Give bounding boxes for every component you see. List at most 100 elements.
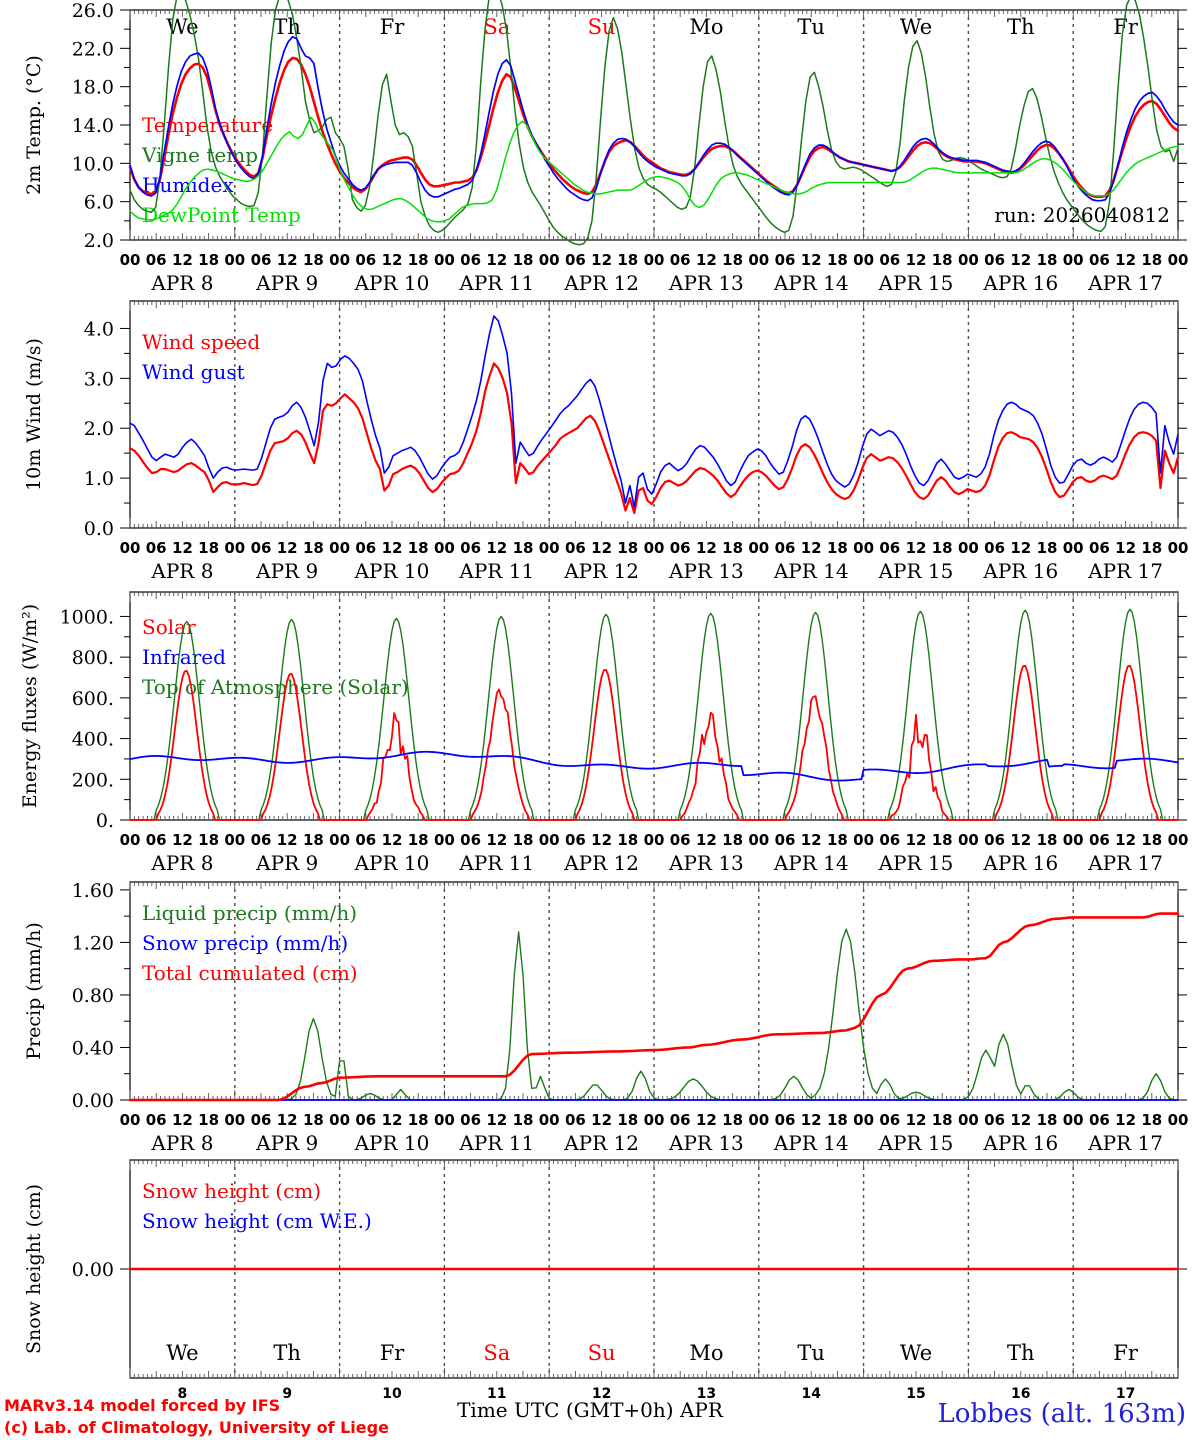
hour-tick-label: 12 <box>906 831 927 849</box>
hour-tick-label: 06 <box>355 831 376 849</box>
day-label: APR 9 <box>255 271 318 295</box>
hour-tick-label: 18 <box>513 251 534 269</box>
hour-tick-label: 12 <box>591 251 612 269</box>
curves-precip <box>128 912 1180 1102</box>
ytick-label-energy: 400. <box>72 729 114 751</box>
hour-tick-label: 00 <box>958 539 979 557</box>
ytick-label-energy: 0. <box>96 810 114 832</box>
day-label: APR 15 <box>878 1131 954 1155</box>
ytick-label-temperature: 22.0 <box>72 38 114 60</box>
day-number-label: 9 <box>282 1386 292 1402</box>
hour-tick-label: 12 <box>591 1111 612 1129</box>
day-label: APR 8 <box>150 1131 213 1155</box>
ytick-label-precip: 0.40 <box>72 1037 114 1059</box>
hour-tick-label: 06 <box>565 831 586 849</box>
yaxis-title-temperature: 2m Temp. (°C) <box>23 55 45 195</box>
ytick-label-wind: 0.0 <box>84 518 114 540</box>
run-label: run: 2026040812 <box>994 203 1170 227</box>
hour-tick-label: 00 <box>224 251 245 269</box>
hour-tick-label: 06 <box>879 831 900 849</box>
hour-tick-label: 00 <box>1168 831 1189 849</box>
day-label: APR 12 <box>563 1131 639 1155</box>
panel-snow: 0.00 Snow height (cm) We 8 Th 9 Fr 10 Sa 11 Su 12 Mo… <box>23 1159 1187 1402</box>
hour-tick-label: 00 <box>644 1111 665 1129</box>
hour-tick-label: 12 <box>277 251 298 269</box>
hour-tick-label: 00 <box>224 1111 245 1129</box>
ytick-label-wind: 2.0 <box>84 418 114 440</box>
ytick-label-wind: 1.0 <box>84 468 114 490</box>
hour-tick-label: 00 <box>434 539 455 557</box>
hour-tick-label: 06 <box>460 1111 481 1129</box>
hour-tick-label: 00 <box>1168 251 1189 269</box>
hour-tick-label: 06 <box>670 1111 691 1129</box>
footer-copyright-line: (c) Lab. of Climatology, University of L… <box>4 1418 389 1437</box>
hour-tick-label: 00 <box>748 251 769 269</box>
hour-tick-label: 18 <box>722 539 743 557</box>
day-label: APR 13 <box>668 851 744 875</box>
dow-label-bottom: Fr <box>1113 1341 1139 1365</box>
series-line <box>129 928 1179 1101</box>
hour-tick-label: 12 <box>382 831 403 849</box>
hour-tick-label: 00 <box>434 251 455 269</box>
dow-label-bottom: We <box>900 1341 932 1365</box>
hour-tick-label: 18 <box>1037 1111 1058 1129</box>
hour-tick-label: 06 <box>1089 831 1110 849</box>
dow-label-bottom: Su <box>588 1341 616 1365</box>
day-label: APR 17 <box>1087 271 1163 295</box>
hour-tick-label: 12 <box>696 251 717 269</box>
ytick-label-temperature: 26.0 <box>72 0 114 22</box>
day-label: APR 16 <box>982 271 1058 295</box>
dow-label-top: Su <box>588 15 616 39</box>
legend-snow-1: Snow height (cm W.E.) <box>142 1209 372 1233</box>
hour-tick-label: 12 <box>1010 831 1031 849</box>
hour-tick-label: 12 <box>1010 539 1031 557</box>
hour-tick-label: 18 <box>827 251 848 269</box>
hour-tick-label: 06 <box>460 251 481 269</box>
hour-tick-label: 12 <box>696 1111 717 1129</box>
hour-tick-label: 18 <box>617 831 638 849</box>
hour-tick-label: 00 <box>120 1111 141 1129</box>
dow-label-bottom: Th <box>273 1341 301 1365</box>
hour-tick-label: 18 <box>1037 831 1058 849</box>
dow-label-bottom: Tu <box>797 1341 825 1365</box>
ytick-label-wind: 3.0 <box>84 368 114 390</box>
series-line <box>128 56 1180 199</box>
hour-tick-label: 00 <box>1063 831 1084 849</box>
legend-energy-1: Infrared <box>142 645 226 669</box>
hour-tick-label: 18 <box>1141 1111 1162 1129</box>
hour-tick-label: 18 <box>932 539 953 557</box>
legend-precip-2: Total cumulated (cm) <box>142 961 358 985</box>
hour-tick-label: 18 <box>722 251 743 269</box>
hour-tick-label: 06 <box>670 539 691 557</box>
time-axis-label: Time UTC (GMT+0h) APR <box>457 1398 724 1422</box>
legend-precip-0: Liquid precip (mm/h) <box>142 901 357 925</box>
hour-tick-label: 12 <box>1115 831 1136 849</box>
hour-tick-label: 18 <box>303 831 324 849</box>
hour-tick-label: 12 <box>591 539 612 557</box>
ytick-label-temperature: 6.0 <box>84 192 114 214</box>
hour-tick-label: 12 <box>906 251 927 269</box>
day-label: APR 14 <box>773 271 849 295</box>
hour-tick-label: 06 <box>355 539 376 557</box>
day-label: APR 9 <box>255 559 318 583</box>
hour-tick-label: 00 <box>1063 1111 1084 1129</box>
day-label: APR 17 <box>1087 851 1163 875</box>
ytick-label-precip: 0.80 <box>72 985 114 1007</box>
legend-energy-0: Solar <box>142 615 196 639</box>
hour-tick-label: 18 <box>408 251 429 269</box>
hour-tick-label: 12 <box>382 1111 403 1129</box>
hour-tick-label: 18 <box>827 539 848 557</box>
hour-tick-label: 12 <box>172 1111 193 1129</box>
hour-tick-label: 12 <box>696 539 717 557</box>
hour-tick-label: 00 <box>329 831 350 849</box>
hour-tick-label: 12 <box>277 539 298 557</box>
hour-tick-label: 12 <box>382 539 403 557</box>
ytick-label-precip: 1.20 <box>72 932 114 954</box>
day-label: APR 14 <box>773 559 849 583</box>
hour-tick-label: 06 <box>355 1111 376 1129</box>
day-label: APR 14 <box>773 851 849 875</box>
hour-tick-label: 18 <box>1037 251 1058 269</box>
series-line <box>129 315 1179 508</box>
hour-tick-label: 00 <box>958 831 979 849</box>
hour-tick-label: 12 <box>906 1111 927 1129</box>
